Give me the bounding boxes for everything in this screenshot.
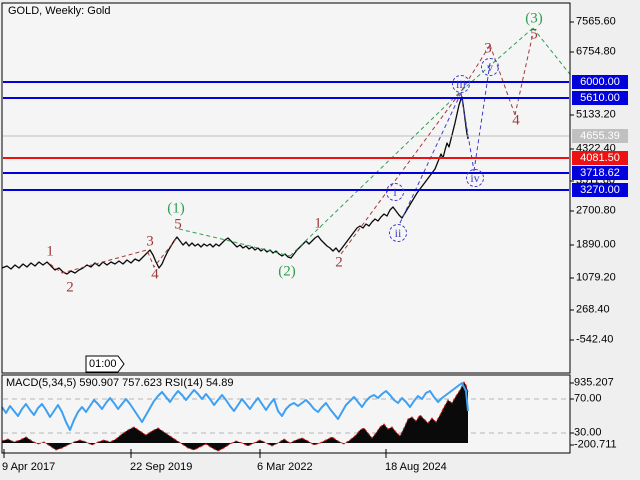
- wave-label-2[interactable]: 2: [66, 279, 74, 296]
- price-level-badge: 4081.50: [572, 151, 628, 165]
- indicator-axis-label: 30.00: [574, 426, 602, 439]
- price-axis-label: 268.40: [576, 303, 610, 316]
- macd-signal-line[interactable]: [1, 381, 469, 452]
- wave-guide-red[interactable]: [489, 44, 516, 116]
- indicator-axis-label: 70.00: [574, 392, 602, 405]
- time-axis-box[interactable]: [85, 355, 125, 373]
- wave-label-(2)[interactable]: (2): [278, 263, 296, 280]
- main-plot-border: [1, 2, 571, 374]
- price-axis-label: 2700.80: [576, 204, 616, 217]
- wave-label-(1)[interactable]: (1): [167, 200, 185, 217]
- main-plot-area[interactable]: [2, 3, 570, 373]
- wave-guide-green[interactable]: [289, 27, 534, 257]
- indicator-plot-border: [1, 374, 571, 454]
- time-axis-label: 6 Mar 2022: [257, 461, 313, 473]
- wave-label-iii[interactable]: iii: [452, 75, 470, 93]
- wave-label-4[interactable]: 4: [512, 112, 520, 129]
- wave-label-ii[interactable]: ii: [389, 224, 407, 242]
- wave-guide-red[interactable]: [49, 238, 177, 274]
- macd-histogram[interactable]: [2, 382, 468, 451]
- wave-label-2[interactable]: 2: [335, 254, 343, 271]
- price-axis-label: 7565.60: [576, 15, 616, 28]
- wave-label-1[interactable]: 1: [314, 215, 322, 232]
- wave-label-v[interactable]: v: [481, 58, 499, 76]
- price-level-badge: 4655.39: [572, 129, 628, 143]
- wave-label-3[interactable]: 3: [146, 233, 154, 250]
- indicator-label: MACD(5,34,5) 590.907 757.623 RSI(14) 54.…: [6, 377, 234, 389]
- time-axis-label: 18 Aug 2024: [385, 461, 447, 473]
- wave-label-1[interactable]: 1: [46, 243, 54, 260]
- price-axis-label: 1890.00: [576, 238, 616, 251]
- price-axis-label: 5133.20: [576, 108, 616, 121]
- price-level-badge: 5610.00: [572, 91, 628, 105]
- price-axis-label: 6754.80: [576, 45, 616, 58]
- price-axis-label: -542.40: [576, 333, 614, 346]
- wave-label-5[interactable]: 5: [174, 216, 182, 233]
- indicator-axis-label: 935.207: [574, 376, 614, 389]
- wave-guide-green[interactable]: [178, 228, 291, 257]
- wave-guide-green[interactable]: [532, 27, 574, 79]
- rsi-line[interactable]: [1, 382, 469, 431]
- time-axis-label: 22 Sep 2019: [130, 461, 193, 473]
- wave-label-3[interactable]: 3: [484, 40, 492, 57]
- wave-label-5[interactable]: 5: [530, 26, 538, 43]
- wave-label-(3)[interactable]: (3): [525, 10, 543, 27]
- wave-label-i[interactable]: i: [386, 183, 404, 201]
- time-axis-label: 9 Apr 2017: [2, 461, 56, 473]
- wave-label-4[interactable]: 4: [151, 266, 159, 283]
- chart-title: GOLD, Weekly: Gold: [8, 5, 111, 17]
- indicator-axis-label: -200.711: [574, 438, 617, 451]
- price-axis-label: 1079.20: [576, 271, 616, 284]
- price-level-badge: 3718.62: [572, 166, 628, 180]
- wave-label-iv[interactable]: iv: [466, 169, 484, 187]
- time-axis-box-label: 01:00: [89, 358, 117, 370]
- price-level-badge: 3270.00: [572, 183, 628, 197]
- price-level-badge: 6000.00: [572, 75, 628, 89]
